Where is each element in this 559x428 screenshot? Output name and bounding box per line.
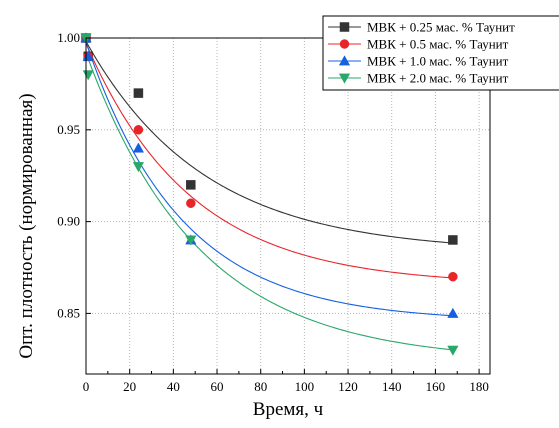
legend-label: МВК + 2.0 мас. % Таунит: [367, 71, 509, 86]
data-point-series-1: [186, 180, 196, 190]
legend-marker: [338, 55, 351, 66]
y-tick-label: 0.95: [57, 122, 80, 137]
data-point-series-4: [185, 235, 197, 246]
legend-box: [322, 15, 559, 91]
x-tick-label: 60: [211, 379, 224, 394]
y-tick-label: 0.90: [57, 214, 80, 229]
data-point-series-3: [447, 307, 459, 318]
x-tick-label: 180: [469, 379, 489, 394]
fit-lines: [85, 41, 453, 351]
data-point-series-4: [132, 162, 145, 173]
legend-marker: [339, 39, 350, 49]
data-point-series-4: [82, 70, 94, 81]
fit-line-series-3: [85, 41, 453, 317]
data-point-series-2: [448, 271, 458, 282]
fit-line-series-1: [85, 41, 453, 244]
fit-line-series-4: [85, 52, 453, 351]
legend: МВК + 0.25 мас. % Таунит МВК + 0.5 мас. %…: [322, 15, 559, 91]
x-tick-label: 40: [167, 379, 180, 394]
data-point-series-2: [186, 198, 196, 208]
data-point-series-1: [133, 88, 144, 98]
legend-marker: [338, 73, 351, 84]
y-tick-label: 0.85: [57, 305, 80, 320]
ticks: 0 20 40 60 80 100 120 140 160 180 0.85 0.90 0.95 1.00: [57, 30, 489, 394]
x-tick-label: 100: [295, 379, 315, 394]
axes: [85, 37, 491, 375]
data-point-series-1: [448, 235, 458, 245]
y-axis-title: Опт. плотность (нормированная): [16, 93, 37, 358]
data-point-series-4: [447, 345, 459, 356]
x-tick-label: 120: [338, 379, 358, 394]
x-tick-label: 140: [382, 379, 402, 394]
x-tick-label: 0: [83, 379, 90, 394]
legend-label: МВК + 1.0 мас. % Таунит: [367, 54, 509, 69]
fit-line-series-2: [85, 43, 453, 279]
plot-frame: [85, 37, 491, 375]
y-tick-label: 1.00: [57, 30, 80, 45]
x-axis-title: Время, ч: [253, 399, 324, 420]
data-point-series-3: [132, 142, 145, 153]
x-tick-label: 80: [254, 379, 267, 394]
data-point-series-2: [133, 125, 144, 135]
legend-label: МВК + 0.25 мас. % Таунит: [367, 20, 515, 35]
x-tick-label: 160: [426, 379, 446, 394]
x-tick-label: 20: [123, 379, 136, 394]
legend-marker: [339, 22, 350, 32]
legend-label: МВК + 0.5 мас. % Таунит: [367, 37, 509, 52]
